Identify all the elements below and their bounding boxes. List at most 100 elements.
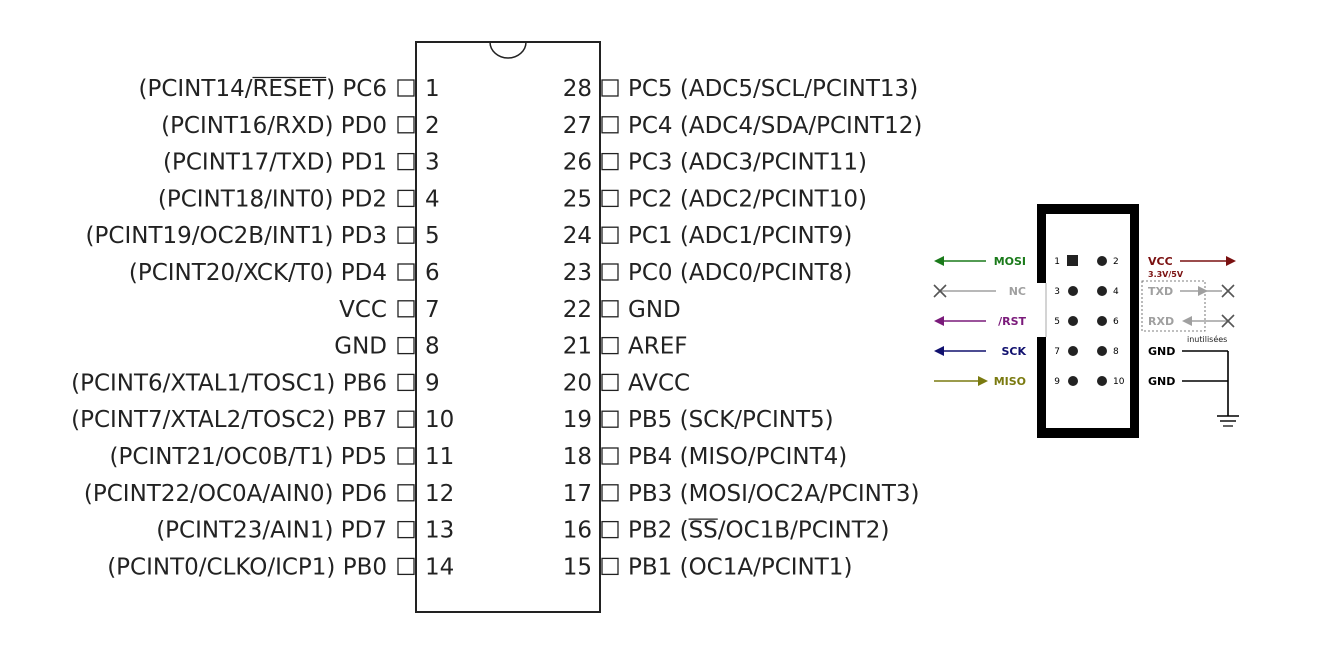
pin-number: 7 — [1054, 347, 1060, 357]
pin-11: (PCINT21/OC0B/T1) PD5 11 — [110, 444, 455, 470]
unused-pins-box — [1141, 280, 1206, 332]
isp-pin-10: 10 GND — [1097, 375, 1228, 388]
pin-number: 7 — [425, 297, 440, 323]
pin-14: (PCINT0/CLKO/ICP1) PB0 14 — [107, 554, 454, 580]
pin-number: 1 — [425, 76, 440, 102]
pin-pad — [397, 226, 415, 244]
pin-number: 3 — [1054, 287, 1060, 297]
unused-pins-note: inutilisées — [1187, 334, 1227, 344]
pin-number: 20 — [563, 370, 592, 396]
signal-label: MOSI — [994, 255, 1026, 268]
pin-pad — [601, 263, 619, 281]
pin-number: 2 — [425, 113, 440, 139]
pin-label: PC4 (ADC4/SDA/PCINT12) — [628, 113, 922, 139]
pin-label: PB3 (MOSI/OC2A/PCINT3) — [628, 481, 920, 507]
pin-pad — [397, 520, 415, 539]
pin-number: 5 — [1054, 317, 1060, 327]
pin-27: 27 PC4 (ADC4/SDA/PCINT12) — [563, 113, 923, 139]
pin-number: 8 — [425, 334, 440, 360]
pin-number: 8 — [1113, 347, 1119, 357]
pin-label: AREF — [628, 334, 687, 360]
pin-23: 23 PC0 (ADC0/PCINT8) — [563, 260, 853, 286]
pin-pad — [1097, 286, 1107, 296]
pin-8: GND 8 — [334, 334, 439, 360]
pin-label: (PCINT22/OC0A/AIN0) PD6 — [84, 481, 387, 507]
cross-icon — [1221, 284, 1235, 298]
pin-number: 25 — [563, 186, 592, 212]
signal-label: MISO — [994, 375, 1026, 388]
pin-12: (PCINT22/OC0A/AIN0) PD6 12 — [84, 481, 454, 507]
pin-number: 21 — [563, 334, 592, 360]
arrow-head-icon — [934, 346, 944, 356]
cross-icon — [933, 284, 947, 298]
pin-number: 28 — [563, 76, 592, 102]
signal-label: NC — [1009, 285, 1026, 298]
pin-label: PB5 (SCK/PCINT5) — [628, 407, 834, 433]
pin-label: PC2 (ADC2/PCINT10) — [628, 186, 867, 212]
signal-label: GND — [1148, 375, 1175, 388]
pin-label: PC3 (ADC3/PCINT11) — [628, 150, 867, 176]
pin-label: (PCINT0/CLKO/ICP1) PB0 — [107, 554, 387, 580]
pin-22: 22 GND — [563, 297, 681, 323]
pin-20: 20 AVCC — [563, 370, 690, 396]
pin-pad — [397, 152, 415, 171]
pin-pad — [601, 336, 619, 355]
isp-keying-notch — [1037, 283, 1046, 337]
pin-pad — [601, 410, 619, 428]
pin-24: 24 PC1 (ADC1/PCINT9) — [563, 223, 853, 249]
arrow-head-icon — [1182, 316, 1192, 326]
pin-label: (PCINT18/INT0) PD2 — [158, 186, 387, 212]
isp-pin-6: 6 RXD — [1097, 314, 1235, 328]
pin-label: GND — [334, 334, 387, 360]
arrow-head-icon — [1226, 256, 1236, 266]
pin-6: (PCINT20/XCK/T0) PD4 6 — [129, 260, 440, 286]
pin-3: (PCINT17/TXD) PD1 3 — [163, 150, 440, 176]
pin-label: (PCINT6/XTAL1/TOSC1) PB6 — [71, 370, 387, 396]
pin-pad — [397, 263, 415, 281]
pin-label: (PCINT7/XTAL2/TOSC2) PB7 — [71, 407, 387, 433]
pin-number: 5 — [425, 223, 440, 249]
pin-pad — [601, 484, 619, 502]
pin-number: 10 — [1113, 377, 1125, 387]
pin-label: PB4 (MISO/PCINT4) — [628, 444, 847, 470]
isp-connector: MOSI 1 2 VCC 3.3V/5V NC 3 4 TXD/RST 5 6 RXD SCK 7 8 GND… — [933, 204, 1239, 438]
signal-label: GND — [1148, 345, 1175, 358]
pin-number: 3 — [425, 150, 440, 176]
chip-package — [415, 41, 601, 613]
pin-pad — [1068, 286, 1078, 296]
pin-number: 27 — [563, 113, 592, 139]
pin-pad — [601, 447, 619, 465]
pin-number: 9 — [425, 370, 440, 396]
pin-26: 26 PC3 (ADC3/PCINT11) — [563, 150, 867, 176]
isp-pin-3: NC 3 — [933, 284, 1078, 298]
pin-number: 11 — [425, 444, 454, 470]
pin-number: 4 — [1113, 287, 1119, 297]
chip-body — [415, 41, 601, 613]
pin-pad — [601, 79, 619, 97]
isp-pin-7: SCK 7 — [934, 345, 1078, 358]
pin-pad — [601, 152, 619, 171]
pin-15: 15 PB1 (OC1A/PCINT1) — [563, 554, 853, 580]
pin-number: 1 — [1054, 257, 1060, 267]
pin-21: 21 AREF — [563, 334, 688, 360]
isp-pin-1: MOSI 1 — [934, 255, 1078, 268]
signal-label: SCK — [1001, 345, 1026, 358]
isp-pin-4: 4 TXD — [1097, 284, 1235, 298]
pin-pad — [1068, 346, 1078, 356]
pin-pad — [601, 373, 619, 392]
pin-number: 24 — [563, 223, 592, 249]
pin-17: 17 PB3 (MOSI/OC2A/PCINT3) — [563, 481, 920, 507]
pin-number: 6 — [1113, 317, 1119, 327]
pin-9: (PCINT6/XTAL1/TOSC1) PB6 9 — [71, 370, 440, 396]
pin-number: 26 — [563, 150, 592, 176]
pin-number: 17 — [563, 481, 592, 507]
pin-10: (PCINT7/XTAL2/TOSC2) PB7 10 — [71, 407, 454, 433]
pin-number: 6 — [425, 260, 440, 286]
pin-label: VCC — [339, 297, 387, 323]
cross-icon — [1221, 314, 1235, 328]
pin1-square-pad — [1067, 255, 1078, 266]
pin-pad — [601, 557, 619, 576]
pin-number: 13 — [425, 518, 454, 544]
pin-number: 18 — [563, 444, 592, 470]
